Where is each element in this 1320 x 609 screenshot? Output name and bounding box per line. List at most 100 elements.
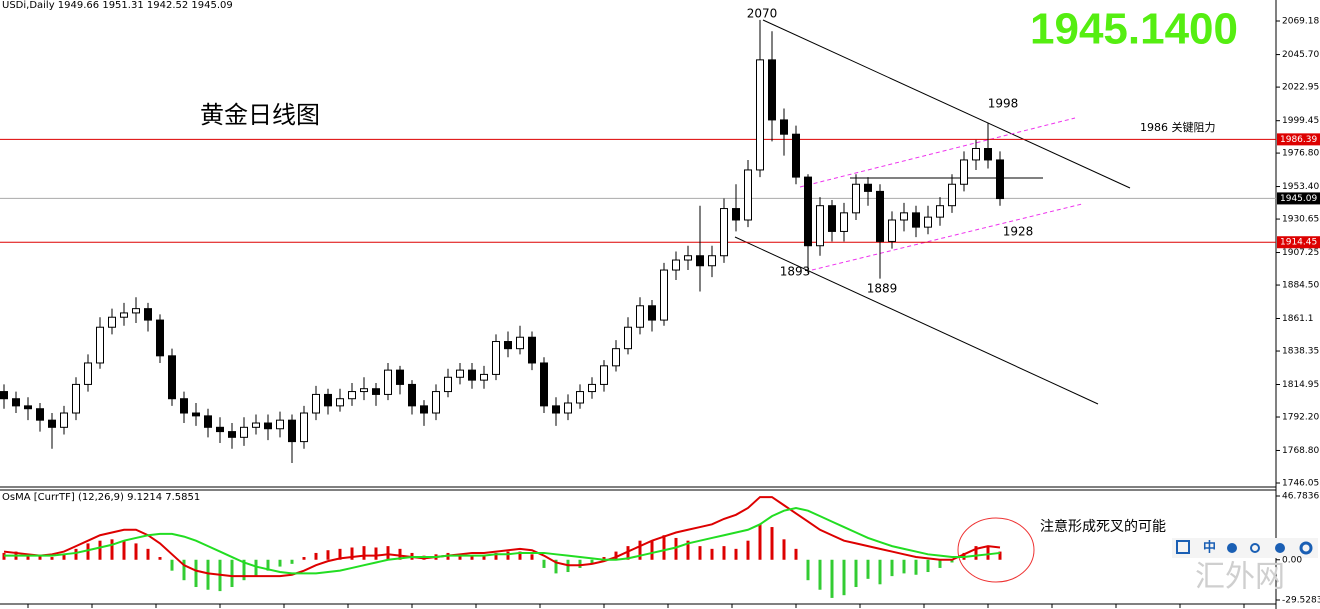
- candle-body: [996, 159, 1004, 200]
- osma-bar: [782, 539, 786, 560]
- watermark: 汇外网: [1195, 560, 1285, 595]
- candle-body: [624, 326, 632, 350]
- candle-body: [408, 383, 416, 407]
- y-tick-label: 2069.18: [1282, 17, 1319, 27]
- annotation: 1998: [988, 97, 1019, 111]
- candle-body: [48, 419, 56, 428]
- candle-body: [540, 362, 548, 407]
- highlight-circle: [957, 517, 1035, 583]
- osma-bar: [638, 540, 642, 560]
- price-label: 1914.45: [1280, 238, 1317, 248]
- candle-body: [192, 412, 200, 417]
- price-label-box: [1277, 133, 1320, 146]
- osma-bar: [182, 559, 186, 581]
- toolbar-icon[interactable]: [1275, 543, 1285, 553]
- osma-bar: [734, 548, 738, 560]
- candle-body: [504, 341, 512, 350]
- osma-bar: [578, 559, 582, 568]
- candle-body: [252, 422, 260, 428]
- toolbar-icon[interactable]: [1250, 543, 1260, 553]
- y-tick-label: 1999.45: [1282, 116, 1319, 126]
- candle-body: [528, 336, 536, 364]
- candle-body: [588, 383, 596, 393]
- osma-tick-label: -29.5283: [1282, 596, 1320, 606]
- candle-body: [756, 59, 764, 171]
- candle-body: [660, 269, 668, 321]
- candle-body: [852, 183, 860, 214]
- candle-body: [864, 183, 872, 192]
- osma-bar: [146, 548, 150, 560]
- candle-body: [912, 212, 920, 228]
- candle-body: [804, 176, 812, 247]
- candle-body: [180, 398, 188, 414]
- toolbar-lang[interactable]: 中: [1203, 540, 1216, 556]
- toolbar-icon[interactable]: [1227, 543, 1237, 553]
- osma-bar: [98, 540, 102, 560]
- osma-bar: [278, 559, 282, 567]
- channel-line: [811, 203, 1083, 271]
- osma-bar: [38, 555, 42, 560]
- toolbar-icon[interactable]: [1176, 540, 1190, 554]
- candle-body: [120, 312, 128, 318]
- candle-body: [492, 341, 500, 375]
- osma-bar: [866, 559, 870, 579]
- y-tick-label: 2022.95: [1282, 83, 1319, 93]
- osma-note: 注意形成死叉的可能: [1040, 518, 1166, 535]
- candle-body: [444, 376, 452, 393]
- candle-body: [84, 362, 92, 385]
- annotation: 2070: [747, 7, 778, 21]
- osma-bar: [650, 540, 654, 560]
- osma-bar: [830, 559, 834, 598]
- candle-body: [684, 255, 692, 261]
- osma-bar: [710, 548, 714, 560]
- osma-tick-label: 46.7836: [1282, 492, 1319, 502]
- osma-bar: [542, 559, 546, 568]
- candle-body: [840, 212, 848, 232]
- osma-bar: [986, 546, 990, 560]
- candle-body: [396, 369, 404, 385]
- channel-line: [799, 117, 1076, 188]
- candle-body: [432, 391, 440, 414]
- chart-header: USDi,Daily 1949.66 1951.31 1942.52 1945.…: [2, 0, 233, 11]
- candle-body: [732, 208, 740, 221]
- y-tick-label: 1861.1: [1282, 314, 1314, 324]
- price-label-box: [1277, 192, 1320, 205]
- osma-bar: [674, 537, 678, 560]
- osma-bar: [122, 540, 126, 560]
- candle-body: [648, 305, 656, 321]
- candle-body: [828, 205, 836, 232]
- osma-tick-label: 0.00: [1282, 555, 1302, 565]
- candle-body: [228, 431, 236, 438]
- candle-body: [516, 336, 524, 350]
- osma-bar: [86, 543, 90, 560]
- candle-body: [672, 259, 680, 271]
- osma-bar: [350, 547, 354, 560]
- price-label: 1945.09: [1280, 194, 1317, 204]
- osma-bar: [314, 552, 318, 560]
- osma-bar: [266, 559, 270, 571]
- candle-body: [360, 388, 368, 393]
- candle-body: [612, 348, 620, 367]
- osma-bar: [134, 543, 138, 560]
- price-label: 1986.39: [1280, 135, 1317, 145]
- y-tick-label: 2045.70: [1282, 50, 1319, 60]
- osma-bar: [938, 559, 942, 568]
- toolbar-icon[interactable]: [1299, 541, 1313, 555]
- osma-bar: [482, 555, 486, 560]
- candle-body: [696, 255, 704, 267]
- y-tick-label: 1838.35: [1282, 347, 1319, 357]
- annotation: 1893: [780, 265, 811, 279]
- candle-body: [144, 308, 152, 321]
- candle-body: [468, 369, 476, 381]
- candle-body: [924, 216, 932, 228]
- osma-bar: [194, 559, 198, 588]
- osma-bar: [878, 559, 882, 585]
- osma-bar: [890, 559, 894, 577]
- osma-bar: [398, 548, 402, 560]
- osma-bar: [206, 559, 210, 590]
- candle-body: [156, 319, 164, 357]
- osma-bar: [770, 527, 774, 560]
- osma-bar: [686, 540, 690, 560]
